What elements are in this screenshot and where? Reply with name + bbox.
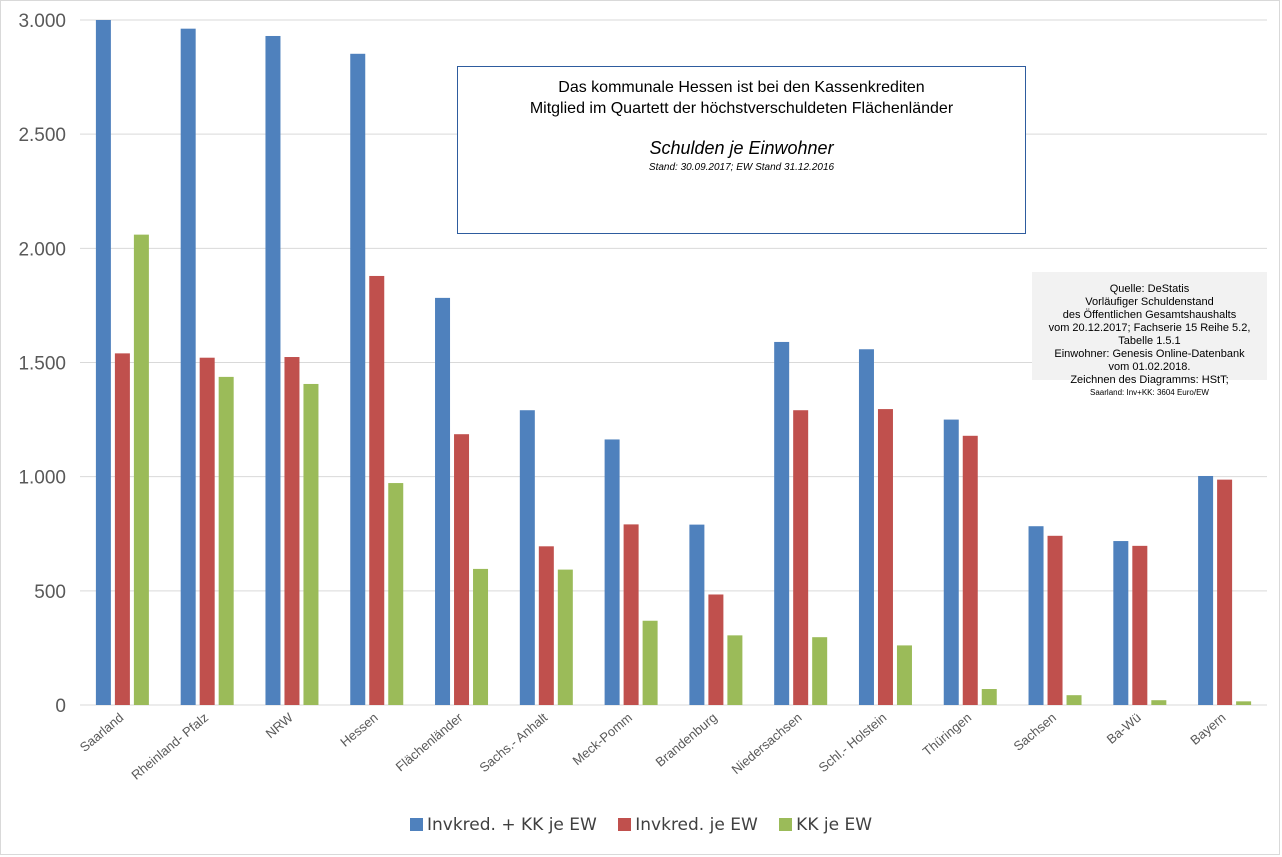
bar [473,568,489,705]
legend-label: KK je EW [796,815,873,835]
x-tick-label: Brandenburg [653,710,720,770]
bar [689,524,705,705]
bar [519,410,535,705]
legend-swatch-green [779,818,793,831]
bar [727,635,743,705]
bar [435,297,451,705]
source-line: Vorläufiger Schuldenstand [1085,296,1214,308]
saarland-note: Saarland: Inv+KK: 3604 Euro/EW [1090,388,1209,397]
source-line: vom 20.12.2017; Fachserie 15 Reihe 5.2, [1048,322,1251,334]
bar [557,569,573,705]
x-tick-label: NRW [263,709,297,741]
source-note-box: Quelle: DeStatis Vorläufiger Schuldensta… [1032,272,1267,397]
x-tick-label: Sachs.- Anhalt [476,710,550,776]
legend-swatch-red [618,818,632,831]
y-axis-ticks: 0 500 1.000 1.500 2.000 2.500 3.000 [18,11,66,717]
source-line: Zeichnen des Diagramms: HStT; [1070,374,1229,386]
source-line: des Öffentlichen Gesamtshaushalts [1062,309,1237,321]
y-tick-label: 3.000 [18,11,66,32]
bar [180,28,196,706]
bar [1236,701,1252,705]
bar [896,645,912,705]
bar [962,435,978,705]
bar [218,376,234,705]
source-line: Quelle: DeStatis [1109,283,1190,295]
y-tick-label: 2.500 [18,125,66,146]
title-line-1: Das kommunale Hessen ist bei den Kassenk… [558,79,925,96]
bar [369,275,385,705]
x-tick-label: Flächenländer [393,709,466,774]
bar [1066,695,1082,705]
title-line-2: Mitglied im Quartett der höchstverschuld… [529,100,954,117]
bar-chart: 0 500 1.000 1.500 2.000 2.500 3.000 Saarland Rh… [18,11,1267,783]
legend-item: Invkred. je EW [618,815,758,835]
bar [1047,535,1063,705]
bar [623,524,639,705]
bar [303,383,319,705]
x-tick-label: Bayern [1187,710,1228,748]
bar [454,434,470,705]
bar [538,546,554,705]
x-tick-label: Saarland [77,710,127,755]
bar [114,353,130,705]
bar [1028,526,1044,705]
y-tick-label: 2.000 [18,239,66,260]
bar [981,689,997,705]
bar [265,35,281,705]
legend-label: Invkred. je EW [635,815,758,835]
bar [793,410,809,705]
x-tick-label: Hessen [337,710,380,750]
legend: Invkred. + KK je EW Invkred. je EW KK je… [0,815,1282,835]
y-tick-label: 0 [55,696,66,717]
bars [95,20,1252,706]
bar [1132,545,1148,705]
source-line: Einwohner: Genesis Online-Datenbank [1054,348,1245,360]
y-tick-label: 1.000 [18,468,66,489]
x-tick-label: Meck-Pomm [570,710,636,768]
bar [708,594,724,705]
bar [877,409,893,705]
stand-note: Stand: 30.09.2017; EW Stand 31.12.2016 [648,162,835,173]
x-tick-label: Sachsen [1011,710,1059,754]
x-tick-label: Schl.- Holstein [816,710,890,775]
bar [858,349,874,705]
bar [943,419,959,705]
bar [133,234,149,705]
chart-title-box: Das kommunale Hessen ist bei den Kassenk… [457,66,1026,234]
bar [199,357,215,705]
bar [95,20,111,705]
x-tick-label: Thüringen [920,710,974,759]
x-tick-label: Ba-Wü [1104,710,1144,747]
legend-swatch-blue [409,818,423,831]
x-axis-ticks: Saarland Rheinland- Pfalz NRW Hessen Flächen… [77,709,1229,782]
bar [1217,479,1233,705]
bar [642,620,658,705]
legend-label: Invkred. + KK je EW [426,815,597,835]
legend-item: Invkred. + KK je EW [409,815,597,835]
bar [350,53,366,705]
source-line: vom 01.02.2018. [1108,361,1191,373]
bar [1198,475,1214,705]
bar [1113,541,1129,705]
y-tick-label: 500 [34,582,66,603]
x-tick-label: Rheinland- Pfalz [128,710,211,783]
bar [774,341,790,705]
legend-item: KK je EW [779,815,872,835]
y-tick-label: 1.500 [18,354,66,375]
bar [1151,700,1167,705]
bar [284,357,300,705]
x-tick-label: Niedersachsen [729,710,805,777]
chart-subtitle: Schulden je Einwohner [649,138,834,158]
bar [812,637,828,705]
bar [388,483,404,705]
bar [604,439,620,705]
source-line: Tabelle 1.5.1 [1118,335,1181,347]
